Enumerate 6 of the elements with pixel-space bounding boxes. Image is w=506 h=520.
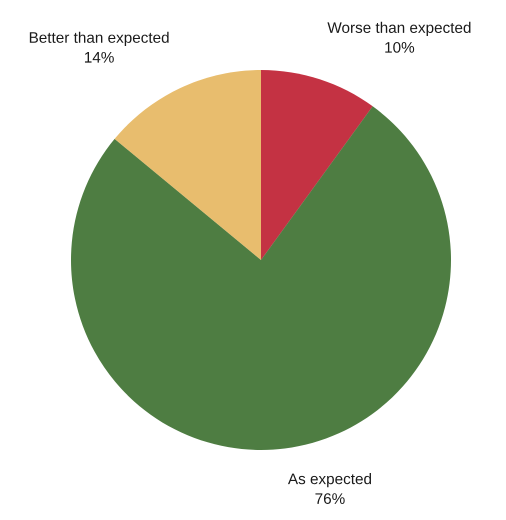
data-label: 76% bbox=[315, 493, 345, 504]
data-label: 10% bbox=[385, 42, 414, 53]
slice-label: Better than expected bbox=[30, 32, 169, 46]
slice-label: Worse than expected bbox=[327, 22, 470, 36]
slice-label: As expected bbox=[288, 473, 372, 488]
data-label: 14% bbox=[84, 52, 114, 63]
